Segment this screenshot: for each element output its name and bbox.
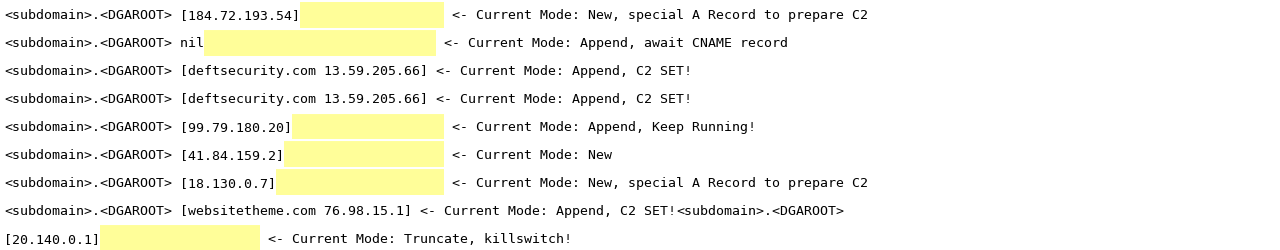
Text: [184.72.193.54]: [184.72.193.54] — [172, 10, 300, 22]
Text: <- Current Mode: New: <- Current Mode: New — [444, 148, 612, 161]
Text: [websitetheme.com 76.98.15.1] <- Current Mode: Append, C2 SET!: [websitetheme.com 76.98.15.1] <- Current… — [172, 204, 676, 217]
Bar — [300, 3, 444, 29]
Text: <subdomain>.<DGAROOT>: <subdomain>.<DGAROOT> — [4, 148, 172, 161]
Bar — [204, 31, 436, 56]
Text: [deftsecurity.com 13.59.205.66] <- Current Mode: Append, C2 SET!: [deftsecurity.com 13.59.205.66] <- Curre… — [172, 93, 692, 106]
Text: <subdomain>.<DGAROOT>: <subdomain>.<DGAROOT> — [4, 37, 172, 50]
Text: <- Current Mode: New, special A Record to prepare C2: <- Current Mode: New, special A Record t… — [444, 10, 868, 22]
Text: <subdomain>.<DGAROOT>: <subdomain>.<DGAROOT> — [4, 10, 172, 22]
Text: <- Current Mode: Append, Keep Running!: <- Current Mode: Append, Keep Running! — [444, 120, 756, 134]
Text: <- Current Mode: Truncate, killswitch!: <- Current Mode: Truncate, killswitch! — [260, 232, 572, 244]
Text: <- Current Mode: Append, await CNAME record: <- Current Mode: Append, await CNAME rec… — [436, 37, 788, 50]
Text: <subdomain>.<DGAROOT>: <subdomain>.<DGAROOT> — [676, 204, 844, 217]
Bar — [276, 170, 444, 196]
Text: nil: nil — [172, 37, 204, 50]
Text: [deftsecurity.com 13.59.205.66] <- Current Mode: Append, C2 SET!: [deftsecurity.com 13.59.205.66] <- Curre… — [172, 65, 692, 78]
Bar — [100, 225, 260, 250]
Text: [99.79.180.20]: [99.79.180.20] — [172, 120, 292, 134]
Text: <subdomain>.<DGAROOT>: <subdomain>.<DGAROOT> — [4, 93, 172, 106]
Text: <- Current Mode: New, special A Record to prepare C2: <- Current Mode: New, special A Record t… — [444, 176, 868, 189]
Text: <subdomain>.<DGAROOT>: <subdomain>.<DGAROOT> — [4, 120, 172, 134]
Text: [41.84.159.2]: [41.84.159.2] — [172, 148, 284, 161]
Text: <subdomain>.<DGAROOT>: <subdomain>.<DGAROOT> — [4, 204, 172, 217]
Text: [18.130.0.7]: [18.130.0.7] — [172, 176, 276, 189]
Bar — [292, 114, 444, 140]
Text: <subdomain>.<DGAROOT>: <subdomain>.<DGAROOT> — [4, 176, 172, 189]
Bar — [284, 142, 444, 168]
Text: <subdomain>.<DGAROOT>: <subdomain>.<DGAROOT> — [4, 65, 172, 78]
Text: [20.140.0.1]: [20.140.0.1] — [4, 232, 100, 244]
